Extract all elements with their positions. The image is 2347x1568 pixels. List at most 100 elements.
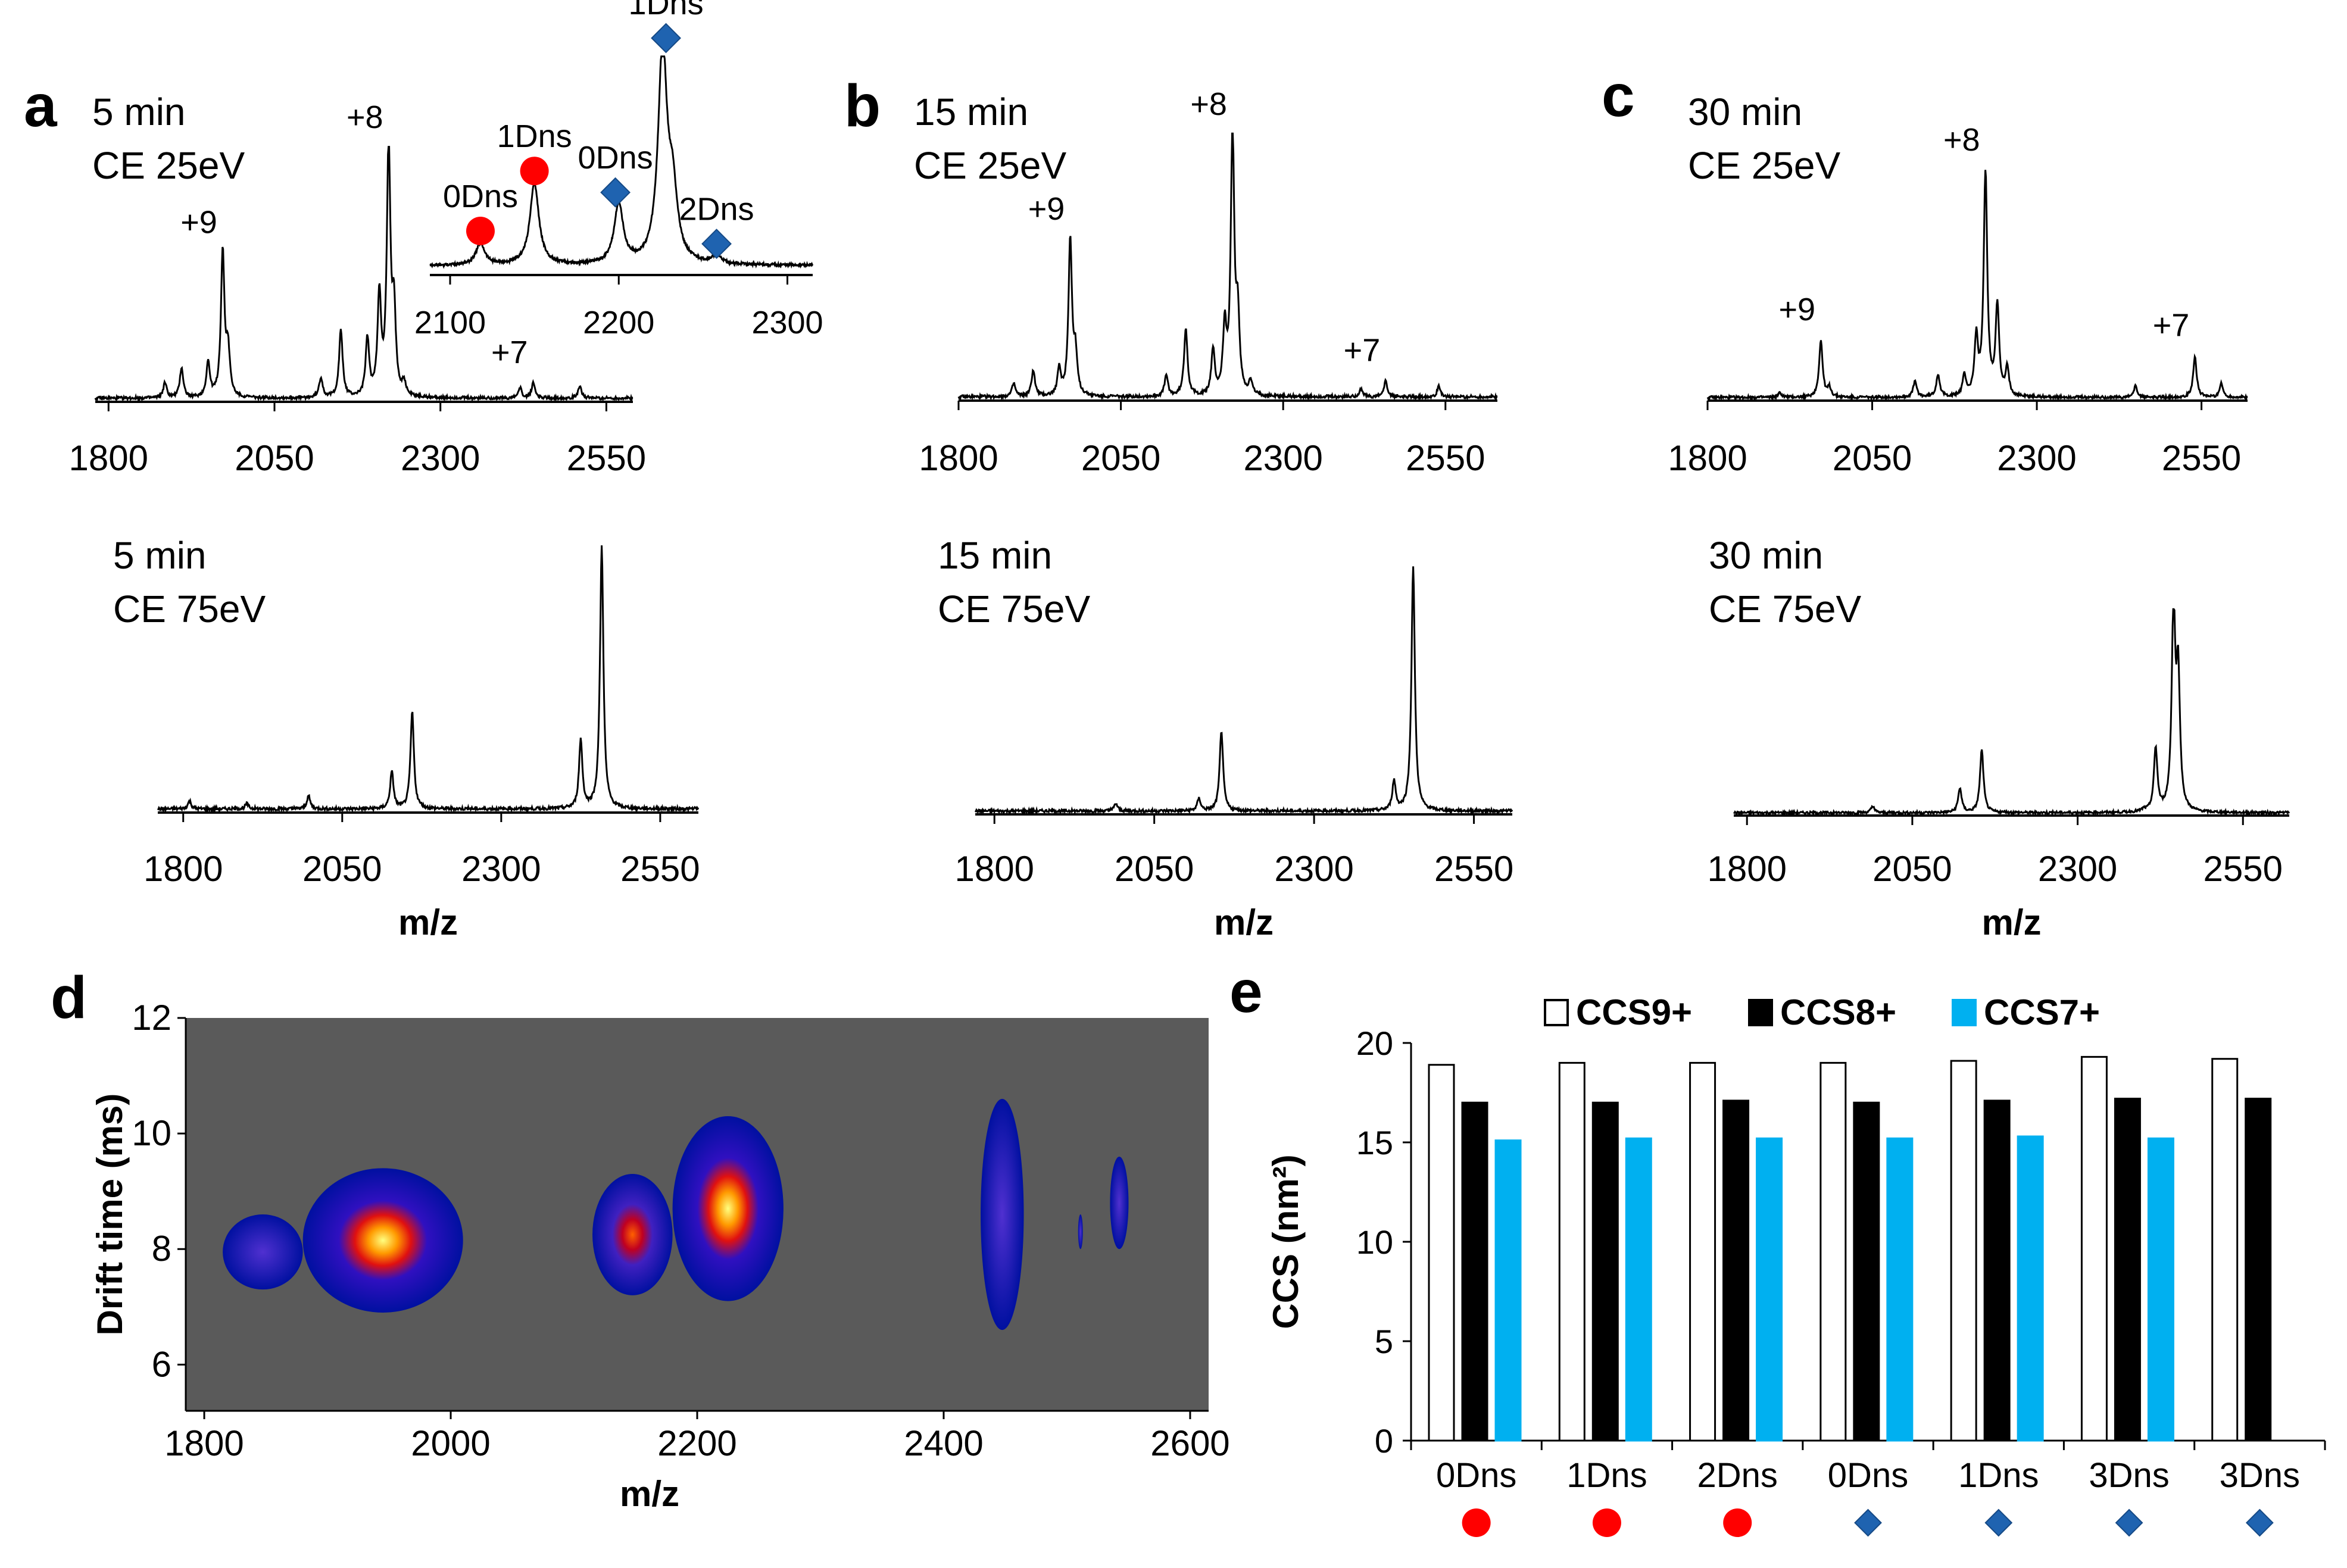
x-axis-title-c-bottom: m/z [1981, 902, 2041, 942]
x-axis-title-a-bottom: m/z [398, 902, 458, 942]
spectrum-a-top: 1800 2050 2300 2550 +9 +8 +7 [69, 99, 647, 478]
heatmap-y-tick-label: 6 [152, 1344, 171, 1384]
x-tick-label: 2050 [235, 438, 314, 478]
ccs-bar-CCS7+ [2017, 1135, 2044, 1442]
red-circle-marker [1462, 1508, 1491, 1537]
ccs-category-label: 0Dns [1436, 1456, 1516, 1495]
red-circle-marker [520, 157, 549, 186]
heatmap-blob [981, 1098, 1024, 1330]
ccs-category-label: 3Dns [2089, 1456, 2169, 1495]
ccs-bar-CCS8+ [1722, 1100, 1750, 1442]
spectrum-line-b-bottom [974, 566, 1513, 816]
x-tick-label: 2300 [461, 849, 541, 889]
x-tick-label: 1800 [1668, 438, 1747, 478]
charge-state-label: +7 [491, 335, 528, 370]
heatmap-blob [592, 1174, 673, 1295]
panel-c-top-ce: CE 25eV [1688, 144, 1840, 187]
ccs-y-title: CCS (nm²) [1266, 1154, 1306, 1329]
panel-a-bottom-ce: CE 75eV [113, 588, 266, 630]
x-axis-title-b-bottom: m/z [1214, 902, 1274, 942]
spectrum-line-a-inset [429, 55, 814, 269]
blue-diamond-marker [1984, 1508, 2013, 1537]
ccs-bar-CCS8+ [2114, 1098, 2141, 1442]
inset-peak-label: 1Dns [629, 0, 704, 21]
x-tick-label: 2300 [401, 438, 480, 478]
heatmap-y-title: Drift time (ms) [90, 1094, 130, 1336]
charge-state-label: +9 [180, 204, 217, 240]
blue-diamond-marker [1854, 1508, 1882, 1537]
ccs-bar-CCS7+ [1886, 1137, 1914, 1442]
x-tick-label: 2050 [1081, 438, 1160, 478]
x-tick-label: 2550 [567, 438, 646, 478]
heatmap-blob [1078, 1214, 1083, 1250]
heatmap-y-tick-label: 8 [152, 1229, 171, 1269]
inset-peak-label: 1Dns [497, 118, 572, 154]
x-tick-label: 2550 [1434, 849, 1513, 889]
ccs-bar-CCS9+ [1819, 1061, 1847, 1442]
ccs-bar-CCS9+ [1950, 1060, 1977, 1442]
charge-state-label: +7 [2153, 308, 2190, 343]
legend-label-CCS9+: CCS9+ [1576, 992, 1692, 1032]
ccs-bar-CCS7+ [1494, 1139, 1522, 1442]
heatmap-y-tick-label: 12 [132, 998, 171, 1038]
panel-letter-d: d [51, 964, 87, 1031]
red-circle-marker [1592, 1508, 1621, 1537]
ccs-bar-CCS7+ [2147, 1137, 2174, 1442]
panel-b-top-time: 15 min [914, 90, 1028, 133]
legend-swatch-CCS9+ [1544, 999, 1569, 1026]
spectrum-line-a-bottom [157, 545, 700, 814]
panel-c-top-time: 30 min [1688, 90, 1802, 133]
x-tick-label: 2300 [1243, 438, 1322, 478]
panel-letter-c: c [1602, 63, 1635, 129]
ccs-bar-CCS9+ [1689, 1061, 1716, 1442]
heatmap-y-tick-label: 10 [132, 1113, 171, 1153]
charge-state-label: +8 [1943, 122, 1980, 158]
panel-letter-b: b [844, 73, 881, 139]
x-tick-label: 2300 [751, 305, 823, 341]
blue-diamond-marker [651, 23, 681, 54]
x-tick-label: 1800 [143, 849, 223, 889]
ccs-y-tick-label: 5 [1375, 1323, 1393, 1360]
ccs-y-tick-label: 0 [1375, 1422, 1393, 1460]
x-tick-label: 2050 [302, 849, 382, 889]
ccs-category-label: 2Dns [1697, 1456, 1778, 1495]
x-tick-label: 1800 [1707, 849, 1786, 889]
heatmap-x-tick-label: 2600 [1150, 1423, 1229, 1463]
heatmap-blob [672, 1116, 784, 1301]
spectrum-line-b-top [957, 132, 1498, 401]
charge-state-label: +9 [1028, 191, 1065, 227]
charge-state-label: +8 [347, 99, 383, 135]
blue-diamond-marker [701, 229, 732, 260]
panel-letter-a: a [24, 73, 58, 139]
heatmap-x-tick-label: 1800 [164, 1423, 244, 1463]
ccs-bar-CCS9+ [1428, 1064, 1455, 1442]
legend-swatch-CCS8+ [1748, 999, 1773, 1026]
heatmap-x-title: m/z [620, 1474, 679, 1514]
ccs-bar-CCS7+ [1625, 1137, 1652, 1442]
spectrum-c-top: 1800 2050 2300 2550 +9 +8 +7 [1668, 122, 2248, 478]
spectrum-a-bottom: 1800 2050 2300 2550 m/z [143, 545, 700, 942]
ccs-bar-chart: 0 5 10 15 20 0Dns 1Dns 2Dns 0Dns 1Dns 3Dns 3Dns CCS … [1266, 992, 2326, 1537]
x-tick-label: 2050 [1872, 849, 1952, 889]
inset-peak-label: 0Dns [443, 179, 518, 214]
x-tick-label: 2550 [1406, 438, 1485, 478]
legend-label-CCS7+: CCS7+ [1984, 992, 2100, 1032]
x-tick-label: 1800 [954, 849, 1034, 889]
panel-c-bottom-ce: CE 75eV [1709, 588, 1861, 630]
x-tick-label: 2050 [1833, 438, 1912, 478]
spectrum-line-a-top [94, 146, 633, 402]
spectrum-line-c-bottom [1733, 608, 2290, 817]
ccs-category-label: 0Dns [1828, 1456, 1908, 1495]
spectrum-b-top: 1800 2050 2300 2550 +9 +8 +7 [919, 86, 1498, 478]
spectrum-line-c-top [1706, 170, 2248, 402]
ccs-bar-CCS9+ [1558, 1061, 1586, 1442]
ccs-bar-CCS8+ [2245, 1098, 2272, 1442]
x-tick-label: 2300 [1274, 849, 1353, 889]
ccs-bar-CCS8+ [1853, 1101, 1880, 1442]
x-tick-label: 2100 [414, 305, 486, 341]
x-tick-label: 2050 [1115, 849, 1194, 889]
heatmap-x-tick-label: 2200 [657, 1423, 736, 1463]
